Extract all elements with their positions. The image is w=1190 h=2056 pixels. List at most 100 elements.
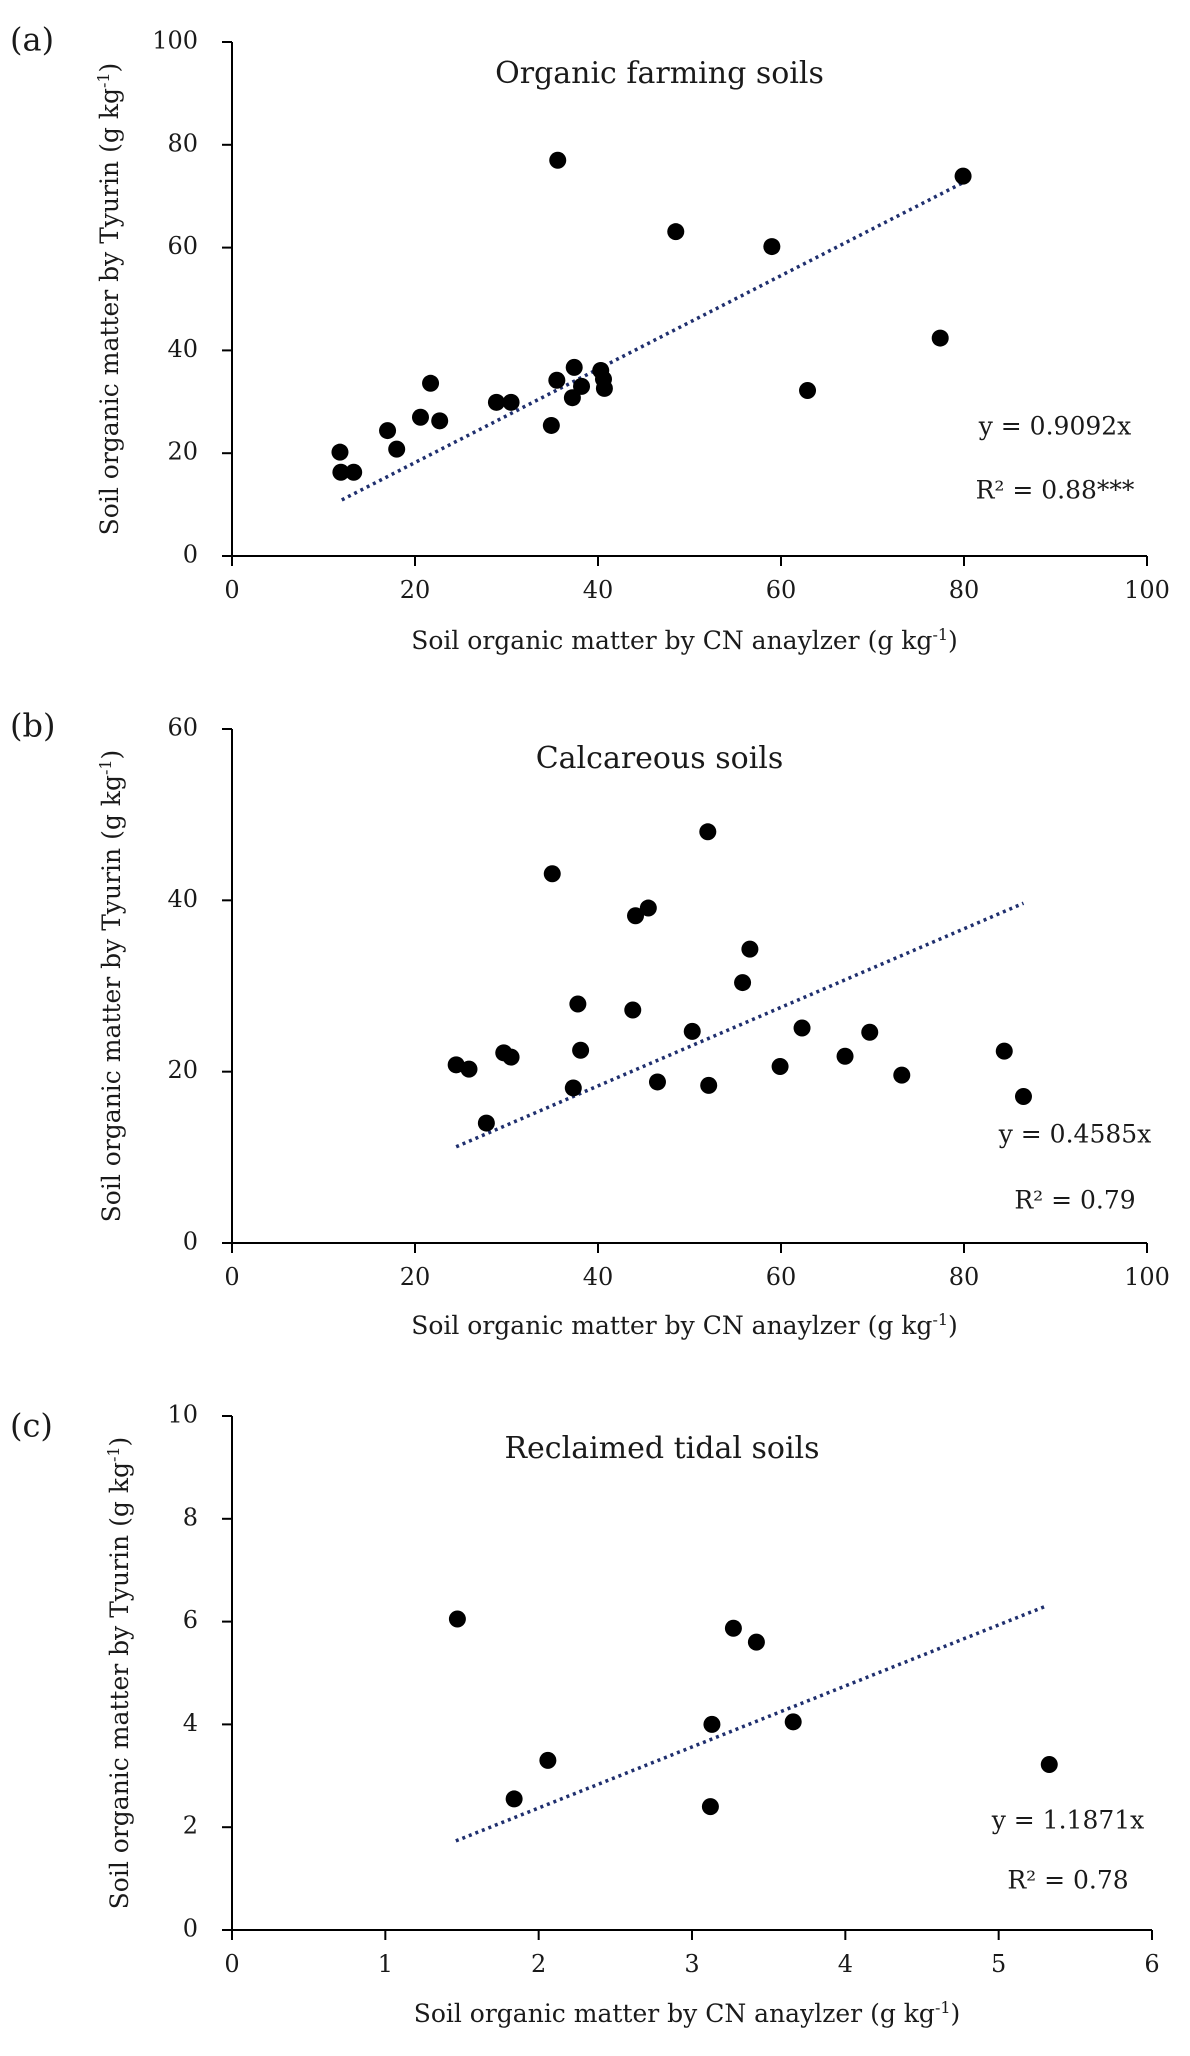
data-point: [505, 1790, 523, 1808]
data-point: [569, 995, 587, 1013]
data-point: [893, 1066, 911, 1084]
x-tick-label: 40: [583, 1263, 614, 1291]
data-point: [627, 907, 645, 925]
chart-panel-1: (a) 0 20 40 60 80 100 0 20 40 60 80 100 Organic farmi…: [10, 21, 1170, 656]
chart-title: Reclaimed tidal soils: [504, 1431, 819, 1466]
data-point: [388, 440, 406, 458]
chart-title: Calcareous soils: [536, 741, 784, 776]
x-tick-label: 100: [1124, 576, 1170, 604]
y-tick-label: 6: [183, 1606, 198, 1634]
data-point: [995, 1042, 1013, 1060]
data-point: [648, 1073, 666, 1091]
x-tick-label: 20: [400, 1263, 431, 1291]
y-tick-label: 40: [167, 885, 198, 913]
data-point: [502, 1048, 520, 1066]
y-tick-label: 0: [183, 541, 198, 569]
data-point: [784, 1713, 802, 1731]
chart-title: Organic farming soils: [495, 56, 824, 91]
data-point: [683, 1022, 701, 1040]
data-point: [502, 393, 520, 411]
x-tick-label: 5: [991, 1950, 1006, 1978]
x-tick-label: 80: [949, 576, 980, 604]
regression-equation: y = 0.4585x: [998, 1120, 1152, 1149]
x-tick-label: 100: [1124, 1263, 1170, 1291]
data-point: [724, 1619, 742, 1637]
y-tick-label: 20: [167, 1056, 198, 1084]
data-point: [954, 167, 972, 185]
x-tick-label: 0: [224, 1263, 239, 1291]
data-point: [1014, 1088, 1032, 1106]
y-tick-label: 8: [183, 1503, 198, 1531]
y-tick-label: 0: [183, 1228, 198, 1256]
y-tick-label: 80: [167, 129, 198, 157]
x-tick-label: 4: [838, 1950, 853, 1978]
x-tick-label: 0: [224, 1950, 239, 1978]
chart-panel-2: (b) 0 20 40 60 80 100 0 20 40 60 Calcareous soils So…: [10, 707, 1170, 1341]
regression-equation: y = 0.9092x: [978, 412, 1132, 441]
data-point: [431, 412, 449, 430]
data-point: [595, 379, 613, 397]
data-point: [700, 1076, 718, 1094]
x-tick-label: 0: [224, 576, 239, 604]
x-tick-label: 3: [684, 1950, 699, 1978]
data-point: [572, 1041, 590, 1059]
data-point: [332, 463, 350, 481]
data-point: [460, 1060, 478, 1078]
r-squared-label: R² = 0.78: [1007, 1866, 1128, 1895]
data-point: [563, 389, 581, 407]
y-tick-label: 0: [183, 1915, 198, 1943]
data-point: [573, 377, 591, 395]
panel-label: (a): [10, 21, 54, 59]
regression-equation: y = 1.1871x: [991, 1806, 1145, 1835]
data-point: [331, 443, 349, 461]
data-point: [701, 1798, 719, 1816]
x-tick-label: 60: [766, 1263, 797, 1291]
data-point: [542, 416, 560, 434]
y-tick-label: 2: [183, 1812, 198, 1840]
chart-panel-3: (c) 0 1 2 3 4 5 6 0 2 4 6 8 10 Reclaimed tidal soils So…: [10, 1401, 1160, 2029]
data-point: [667, 223, 685, 241]
data-point: [771, 1058, 789, 1076]
data-point: [763, 238, 781, 256]
y-tick-label: 100: [152, 27, 198, 55]
x-tick-label: 60: [766, 576, 797, 604]
x-axis-label: Soil organic matter by CN anaylzer (g kg…: [414, 1998, 961, 2029]
data-point: [564, 1079, 582, 1097]
data-point: [699, 823, 717, 841]
x-tick-label: 1: [378, 1950, 393, 1978]
data-point: [747, 1633, 765, 1651]
x-tick-label: 20: [400, 576, 431, 604]
x-tick-label: 40: [583, 576, 614, 604]
x-tick-label: 2: [531, 1950, 546, 1978]
data-point: [422, 374, 440, 392]
data-point: [487, 393, 505, 411]
y-tick-label: 10: [167, 1401, 198, 1429]
data-point: [734, 974, 752, 992]
panel-label: (b): [10, 707, 55, 745]
data-point: [477, 1114, 495, 1132]
x-axis-label: Soil organic matter by CN anaylzer (g kg…: [411, 625, 958, 656]
trend-line: [455, 901, 1025, 1149]
data-point: [836, 1047, 854, 1065]
data-point: [1040, 1755, 1058, 1773]
data-point: [548, 371, 566, 389]
data-point: [799, 381, 817, 399]
panel-label: (c): [10, 1407, 53, 1445]
r-squared-label: R² = 0.88***: [976, 476, 1135, 505]
data-point: [448, 1610, 466, 1628]
data-point: [624, 1001, 642, 1019]
r-squared-label: R² = 0.79: [1014, 1186, 1135, 1215]
data-point: [539, 1751, 557, 1769]
y-axis-label: Soil organic matter by Tyurin (g kg-1): [94, 63, 125, 536]
data-point: [861, 1023, 879, 1041]
data-point: [411, 408, 429, 426]
trend-line: [341, 180, 965, 502]
y-tick-label: 40: [167, 335, 198, 363]
data-point: [703, 1715, 721, 1733]
x-axis-label: Soil organic matter by CN anaylzer (g kg…: [411, 1310, 958, 1341]
data-point: [549, 151, 567, 169]
data-point: [379, 422, 397, 440]
data-point: [931, 329, 949, 347]
data-point: [543, 865, 561, 883]
